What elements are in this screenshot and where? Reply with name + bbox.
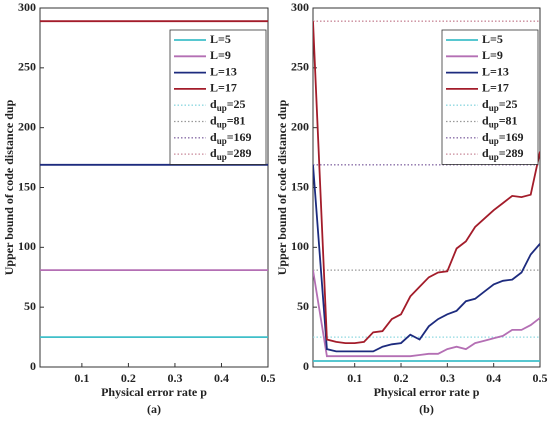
legend-label: L=9 — [210, 48, 231, 62]
legend-label: dup=169 — [482, 130, 524, 146]
legend-label: L=9 — [482, 48, 503, 62]
y-tick-label: 300 — [291, 0, 309, 14]
legend-label-base: d — [210, 113, 217, 127]
legend-label-rest: =289 — [227, 146, 252, 160]
legend-label: L=5 — [210, 32, 231, 46]
y-tick-label: 200 — [18, 119, 36, 133]
legend-label-rest: =169 — [499, 130, 524, 144]
y-axis-label: Upper bound of code distance dup — [275, 99, 289, 275]
legend-label-base: d — [210, 130, 217, 144]
legend-label-base: d — [482, 113, 489, 127]
legend-label: dup=81 — [482, 113, 518, 129]
legend-label-rest: =289 — [499, 146, 524, 160]
legend-label-base: d — [210, 97, 217, 111]
y-tick-label: 150 — [291, 179, 309, 193]
x-tick-label: 0.4 — [486, 371, 501, 385]
series-line — [313, 269, 540, 358]
legend-label: L=17 — [482, 81, 509, 95]
legend-label: dup=25 — [210, 97, 246, 113]
caption: (b) — [419, 402, 434, 416]
legend-label-sub: up — [217, 120, 227, 130]
y-tick-label: 0 — [303, 359, 309, 373]
legend-label-sub: up — [217, 152, 227, 162]
x-tick-label: 0.2 — [121, 371, 136, 385]
legend-label: L=13 — [482, 64, 509, 78]
y-tick-label: 150 — [18, 179, 36, 193]
legend — [169, 29, 267, 165]
legend-label: L=5 — [482, 32, 503, 46]
legend-label-base: d — [482, 97, 489, 111]
x-tick-label: 0.1 — [347, 371, 362, 385]
legend-label-rest: =25 — [499, 97, 518, 111]
legend-label-sub: up — [489, 103, 499, 113]
legend-label: L=13 — [210, 64, 237, 78]
x-tick-label: 0.3 — [167, 371, 182, 385]
y-tick-label: 250 — [291, 60, 309, 74]
legend-label-rest: =81 — [227, 113, 246, 127]
x-axis-label: Physical error rate p — [101, 385, 207, 399]
x-tick-label: 0.5 — [533, 371, 548, 385]
x-tick-label: 0.4 — [214, 371, 229, 385]
series-line — [313, 164, 540, 353]
x-tick-label: 0.1 — [74, 371, 89, 385]
legend-label: dup=169 — [210, 130, 252, 146]
legend-label-sub: up — [217, 103, 227, 113]
y-tick-label: 50 — [24, 299, 36, 313]
legend-label: dup=25 — [482, 97, 518, 113]
legend-label-base: d — [482, 146, 489, 160]
y-tick-label: 300 — [18, 0, 36, 14]
legend-label-sub: up — [489, 136, 499, 146]
legend-label: dup=81 — [210, 113, 246, 129]
series-line — [313, 21, 540, 344]
legend-label: dup=289 — [210, 146, 252, 162]
x-tick-label: 0.3 — [440, 371, 455, 385]
y-tick-label: 200 — [291, 119, 309, 133]
y-tick-label: 100 — [18, 239, 36, 253]
legend-label-base: d — [482, 130, 489, 144]
y-tick-label: 0 — [30, 359, 36, 373]
caption: (a) — [147, 402, 161, 416]
legend-label-sub: up — [489, 120, 499, 130]
x-tick-label: 0.2 — [394, 371, 409, 385]
x-axis-label: Physical error rate p — [374, 385, 480, 399]
legend-label: L=17 — [210, 81, 237, 95]
legend — [441, 29, 539, 165]
y-axis-label: Upper bound of code distance dup — [2, 99, 16, 275]
legend-label-sub: up — [217, 136, 227, 146]
legend-label: dup=289 — [482, 146, 524, 162]
y-tick-label: 250 — [18, 60, 36, 74]
legend-label-rest: =81 — [499, 113, 518, 127]
x-tick-label: 0.5 — [261, 371, 276, 385]
legend-label-rest: =25 — [227, 97, 246, 111]
legend-label-rest: =169 — [227, 130, 252, 144]
y-tick-label: 50 — [297, 299, 309, 313]
legend-label-sub: up — [489, 152, 499, 162]
y-tick-label: 100 — [291, 239, 309, 253]
legend-label-base: d — [210, 146, 217, 160]
